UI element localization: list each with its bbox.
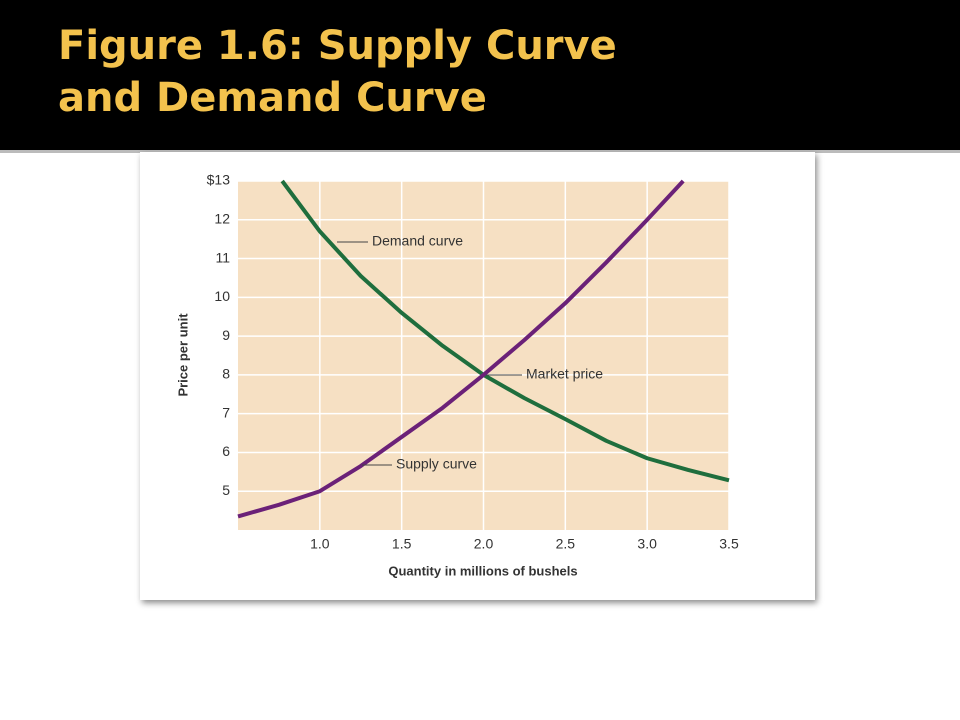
y-tick-label: 6 — [222, 443, 230, 459]
y-tick-label: 9 — [222, 327, 230, 343]
annotation: Market price — [526, 366, 603, 382]
curve — [237, 179, 685, 519]
x-tick-label: 1.5 — [392, 536, 412, 552]
x-tick-label: 3.5 — [719, 536, 739, 552]
x-tick-label: 3.0 — [637, 536, 657, 552]
x-tick-label: 1.0 — [310, 536, 330, 552]
slide-title: Figure 1.6: Supply Curve and Demand Curv… — [58, 23, 617, 121]
y-tick-label: 12 — [214, 210, 230, 226]
y-tick-label: 10 — [214, 288, 230, 304]
x-tick-label: 2.5 — [556, 536, 576, 552]
y-tick-label: 7 — [222, 404, 230, 420]
y-tick-label: $13 — [207, 172, 231, 188]
annotation: Demand curve — [372, 233, 463, 249]
header: Figure 1.6: Supply Curve and Demand Curv… — [0, 0, 960, 153]
curve — [280, 179, 730, 483]
x-tick-label: 2.0 — [474, 536, 494, 552]
y-axis-label: Price per unit — [175, 313, 190, 397]
x-axis-label: Quantity in millions of bushels — [388, 563, 577, 578]
annotation: Supply curve — [396, 456, 477, 472]
y-tick-label: 5 — [222, 482, 230, 498]
y-tick-label: 8 — [222, 366, 230, 382]
y-tick-label: 11 — [215, 249, 230, 265]
